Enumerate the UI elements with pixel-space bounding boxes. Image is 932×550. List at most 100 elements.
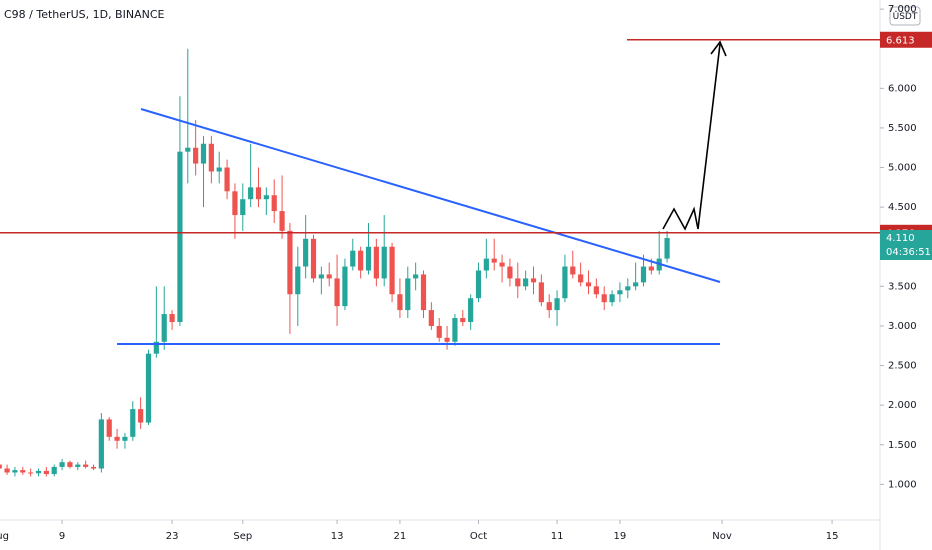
candle-body — [491, 258, 497, 263]
y-tick-label: 7.000 — [888, 4, 917, 15]
y-tick-label: 2.500 — [888, 361, 917, 372]
candle-body — [468, 298, 474, 322]
candle-body — [161, 314, 167, 342]
candle-body — [20, 470, 26, 473]
candle-body — [530, 278, 537, 283]
candle-body — [436, 325, 442, 338]
x-tick-label: 19 — [614, 531, 627, 542]
candle-body — [216, 167, 222, 172]
candle-body — [570, 266, 576, 275]
x-tick-label: 11 — [551, 531, 564, 542]
currency-box[interactable] — [889, 6, 921, 26]
plot-area — [0, 48, 670, 477]
candle-body — [153, 341, 159, 354]
candle-body — [405, 278, 411, 311]
candle-body — [413, 274, 419, 279]
currency[interactable]: USDT — [893, 12, 918, 22]
y-tick-label: 3.500 — [888, 281, 917, 292]
candle-body — [601, 294, 607, 303]
candle-body — [640, 266, 647, 283]
price-tag-label: 6.613 — [886, 35, 915, 46]
candle-body — [28, 472, 34, 474]
x-tick-label: 9 — [59, 531, 65, 542]
y-tick-label: 5.500 — [888, 123, 917, 134]
candle-body — [648, 266, 654, 271]
candle-body — [617, 290, 623, 295]
candle-body — [609, 294, 615, 303]
y-tick-label: 4.500 — [888, 202, 917, 213]
candle-body — [114, 436, 120, 441]
candle-body — [342, 266, 348, 307]
candle-body — [0, 464, 2, 469]
candle-body — [397, 294, 403, 311]
candle-body — [546, 302, 552, 311]
chart-title: C98 / TetherUS, 1D, BINANCE — [4, 8, 165, 21]
candle-body — [295, 266, 301, 295]
candle-body — [145, 353, 152, 423]
candle-body — [350, 250, 356, 267]
candle-body — [177, 151, 183, 322]
candle-body — [365, 246, 372, 271]
candle-body — [452, 318, 458, 342]
x-tick-label: 13 — [331, 531, 344, 542]
candle-body — [130, 409, 136, 437]
candle-body — [664, 238, 670, 259]
candle-body — [585, 282, 592, 287]
projection-path — [662, 43, 721, 231]
y-tick-label: 3.000 — [888, 321, 917, 332]
candle-body — [83, 464, 89, 467]
countdown-label: 04:36:51 — [886, 247, 931, 258]
candle-body — [106, 419, 112, 437]
x-tick-label: Sep — [233, 531, 252, 542]
candle-body — [138, 409, 144, 423]
candle-body — [593, 286, 599, 295]
candle-body — [562, 266, 568, 299]
candle-body — [310, 238, 317, 279]
candle-body — [633, 282, 639, 287]
candle-body — [523, 278, 529, 287]
candle-body — [232, 191, 238, 216]
candle-body — [4, 468, 10, 473]
last-price-label: 4.110 — [886, 233, 915, 244]
candle-body — [185, 147, 191, 152]
candle-body — [420, 274, 427, 311]
y-tick-label: 2.000 — [888, 400, 917, 411]
candle-body — [75, 464, 81, 467]
candle-body — [318, 274, 324, 279]
x-tick-label: 21 — [394, 531, 407, 542]
candle-body — [460, 318, 466, 322]
candle-body — [381, 246, 387, 279]
candle-body — [515, 278, 521, 287]
x-tick-label: 23 — [166, 531, 179, 542]
candle-body — [578, 274, 584, 283]
candle-body — [271, 195, 277, 212]
y-tick-label: 5.000 — [888, 163, 917, 174]
candle-body — [67, 462, 73, 467]
candle-body — [373, 246, 379, 279]
x-tick-label: Oct — [470, 531, 487, 542]
price-tag — [880, 31, 932, 48]
candle-body — [90, 466, 97, 469]
candle-body — [625, 286, 631, 291]
candle-body — [240, 199, 246, 216]
candle-body — [389, 246, 395, 295]
candle-body — [507, 266, 513, 279]
candle-body — [326, 274, 332, 279]
candle-body — [208, 143, 214, 172]
y-tick-label: 1.000 — [888, 479, 917, 490]
candle-body — [499, 262, 505, 267]
drawings — [117, 40, 727, 345]
candle-body — [358, 250, 364, 271]
x-tick-label: Aug — [0, 531, 9, 542]
candle-body — [263, 195, 269, 200]
candle-body — [444, 337, 450, 342]
candle-body — [554, 298, 560, 311]
x-tick-label: Nov — [712, 531, 732, 542]
candle-body — [59, 462, 65, 467]
candle-body — [35, 470, 42, 474]
candle-body — [428, 310, 434, 326]
candle-body — [303, 238, 309, 267]
candle-body — [193, 147, 199, 164]
